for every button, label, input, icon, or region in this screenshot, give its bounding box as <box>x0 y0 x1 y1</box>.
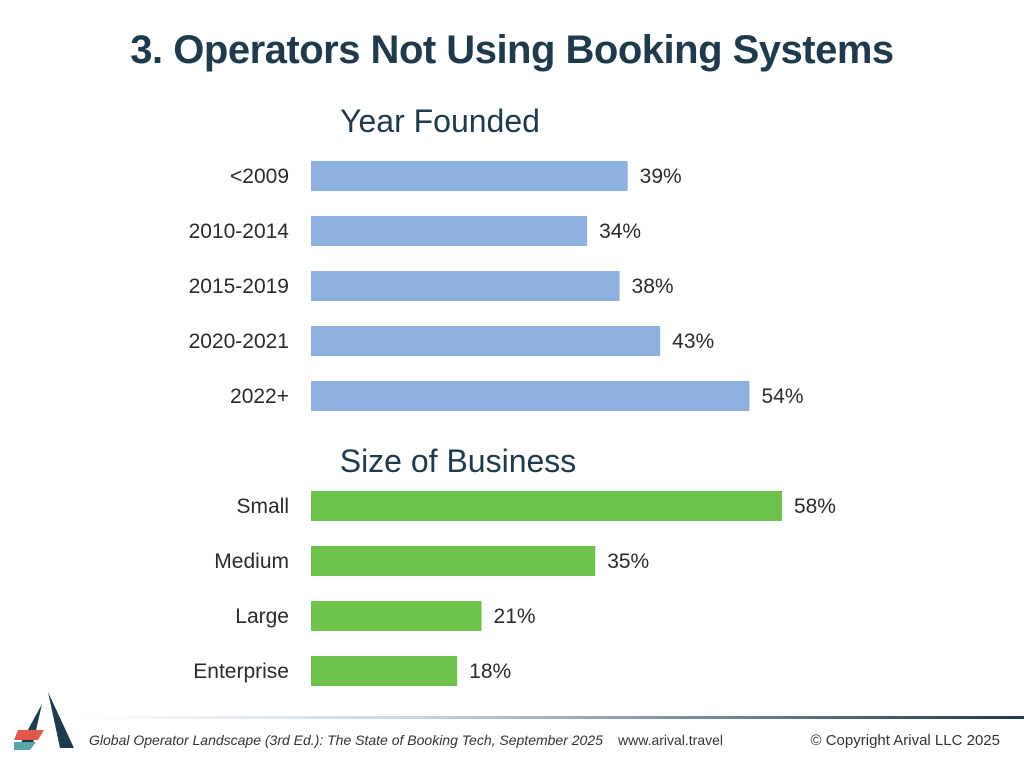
category-label: 2015-2019 <box>189 275 289 298</box>
category-label: Small <box>236 495 289 518</box>
footer-url[interactable]: www.arival.travel <box>618 732 724 748</box>
footer-copyright: © Copyright Arival LLC 2025 <box>810 732 1001 749</box>
bar <box>311 491 782 521</box>
page-title: 3. Operators Not Using Booking Systems <box>130 28 894 72</box>
value-label: 38% <box>632 275 674 298</box>
bar-charts: Year Founded <2009 39% 2010-2014 34% 2015-201… <box>189 103 836 686</box>
chart-title: Year Founded <box>340 103 540 139</box>
value-label: 18% <box>469 660 511 683</box>
category-label: 2020-2021 <box>189 330 289 353</box>
category-label: 2022+ <box>230 385 289 408</box>
value-label: 43% <box>672 330 714 353</box>
category-label: Large <box>235 605 289 628</box>
bar <box>311 161 628 191</box>
bar <box>311 216 588 246</box>
footer-citation: Global Operator Landscape (3rd Ed.): The… <box>89 732 603 748</box>
bar <box>311 326 661 356</box>
value-label: 35% <box>607 550 649 573</box>
value-label: 21% <box>494 605 536 628</box>
arival-logo-icon <box>14 692 74 750</box>
bar <box>311 656 458 686</box>
value-label: 54% <box>761 385 803 408</box>
category-label: Enterprise <box>193 660 289 683</box>
footer-divider <box>78 716 1024 719</box>
bar <box>311 381 750 411</box>
value-label: 34% <box>599 220 641 243</box>
bar <box>311 601 482 631</box>
value-label: 58% <box>794 495 836 518</box>
value-label: 39% <box>640 165 682 188</box>
category-label: 2010-2014 <box>189 220 290 243</box>
category-label: Medium <box>214 550 289 573</box>
chart-title: Size of Business <box>340 443 577 479</box>
category-label: <2009 <box>230 165 289 188</box>
bar <box>311 546 596 576</box>
bar <box>311 271 620 301</box>
